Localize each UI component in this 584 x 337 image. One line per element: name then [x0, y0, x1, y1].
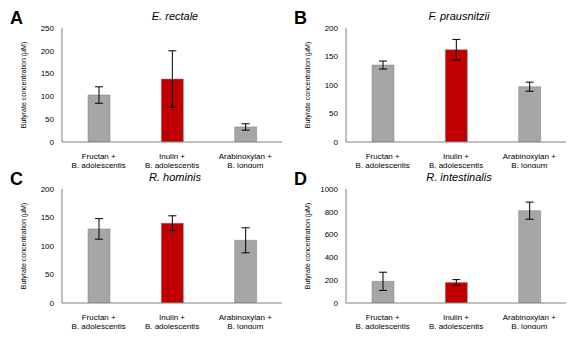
svg-text:Butyrate concentration (µM): Butyrate concentration (µM) [304, 42, 312, 129]
svg-text:0: 0 [334, 299, 339, 308]
svg-text:0: 0 [50, 299, 55, 308]
svg-text:200: 200 [41, 185, 55, 194]
svg-text:50: 50 [45, 115, 54, 124]
svg-text:Arabinoxylan +B. longum: Arabinoxylan +B. longum [219, 313, 272, 329]
svg-text:Inulin +B. adolescentis: Inulin +B. adolescentis [145, 313, 199, 329]
svg-text:150: 150 [325, 52, 339, 61]
svg-text:Butyrate concentration (µM): Butyrate concentration (µM) [20, 42, 28, 129]
svg-text:100: 100 [41, 92, 55, 101]
html-text:D: D [294, 169, 307, 189]
svg-text:100: 100 [41, 242, 55, 251]
svg-text:400: 400 [325, 253, 339, 262]
svg-text:Arabinoxylan +B. longum: Arabinoxylan +B. longum [219, 152, 272, 168]
svg-text:150: 150 [41, 213, 55, 222]
svg-text:50: 50 [45, 270, 54, 279]
svg-text:200: 200 [41, 47, 55, 56]
html-text:R. hominis: R. hominis [149, 171, 201, 183]
svg-text:1000: 1000 [320, 185, 338, 194]
svg-text:200: 200 [325, 24, 339, 33]
html-text:E. rectale: E. rectale [151, 10, 199, 22]
svg-text:Inulin +B. adolescentis: Inulin +B. adolescentis [429, 313, 483, 329]
svg-text:Inulin +B. adolescentis: Inulin +B. adolescentis [429, 152, 483, 168]
svg-text:800: 800 [325, 208, 339, 217]
svg-text:150: 150 [41, 69, 55, 78]
svg-text:0: 0 [50, 138, 55, 147]
svg-text:Arabinoxylan +B. longum: Arabinoxylan +B. longum [503, 313, 556, 329]
html-text:A: A [10, 8, 23, 28]
svg-text:Butyrate concentration (µM): Butyrate concentration (µM) [304, 203, 312, 290]
svg-text:50: 50 [329, 109, 338, 118]
html-text:C: C [10, 169, 23, 189]
svg-text:Fructan +B. adolescentis: Fructan +B. adolescentis [72, 313, 126, 329]
svg-text:Fructan +B. adolescentis: Fructan +B. adolescentis [356, 152, 410, 168]
svg-text:250: 250 [41, 24, 55, 33]
svg-text:0: 0 [334, 138, 339, 147]
svg-text:Arabinoxylan +B. longum: Arabinoxylan +B. longum [503, 152, 556, 168]
html-text:F. prausnitzii: F. prausnitzii [428, 10, 490, 22]
svg-text:Fructan +B. adolescentis: Fructan +B. adolescentis [72, 152, 126, 168]
svg-text:100: 100 [325, 81, 339, 90]
html-text:B: B [294, 8, 307, 28]
html-text:R. intestinalis: R. intestinalis [426, 171, 492, 183]
svg-text:Inulin +B. adolescentis: Inulin +B. adolescentis [145, 152, 199, 168]
svg-text:Fructan +B. adolescentis: Fructan +B. adolescentis [356, 313, 410, 329]
svg-text:200: 200 [325, 276, 339, 285]
svg-text:Butyrate concentration (µM): Butyrate concentration (µM) [20, 203, 28, 290]
svg-text:600: 600 [325, 230, 339, 239]
